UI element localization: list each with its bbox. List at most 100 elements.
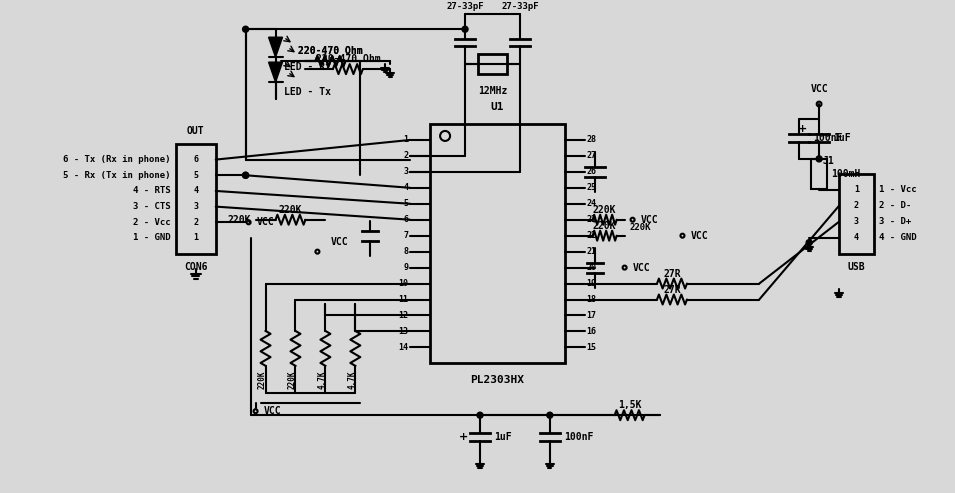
Text: +: + bbox=[797, 124, 807, 134]
Text: 12: 12 bbox=[398, 311, 408, 320]
Text: 28: 28 bbox=[586, 136, 597, 144]
Text: 220K: 220K bbox=[593, 221, 616, 231]
Text: 3: 3 bbox=[193, 202, 199, 211]
Text: +: + bbox=[458, 432, 468, 442]
Text: 2: 2 bbox=[403, 151, 408, 160]
Text: 1: 1 bbox=[403, 136, 408, 144]
Text: 220K: 220K bbox=[258, 371, 267, 389]
Text: 6: 6 bbox=[193, 155, 199, 164]
Text: 220-470 Ohm: 220-470 Ohm bbox=[298, 46, 363, 56]
Circle shape bbox=[462, 26, 468, 32]
Text: 16: 16 bbox=[586, 327, 597, 336]
Text: 18: 18 bbox=[586, 295, 597, 304]
Text: 20: 20 bbox=[586, 263, 597, 272]
Text: 8: 8 bbox=[403, 247, 408, 256]
Text: 100nF: 100nF bbox=[563, 432, 593, 442]
Text: 19: 19 bbox=[586, 279, 597, 288]
Text: 27R: 27R bbox=[663, 269, 681, 279]
Text: 2 - D-: 2 - D- bbox=[879, 201, 911, 210]
Text: 220K: 220K bbox=[593, 205, 616, 215]
Text: VCC: VCC bbox=[690, 231, 708, 241]
Text: 21: 21 bbox=[586, 247, 597, 256]
Text: 25: 25 bbox=[586, 183, 597, 192]
Text: 100nF: 100nF bbox=[813, 133, 842, 143]
Polygon shape bbox=[268, 37, 283, 57]
Circle shape bbox=[243, 26, 248, 32]
Text: 27R: 27R bbox=[663, 284, 681, 294]
Text: 1uF: 1uF bbox=[833, 133, 851, 143]
Circle shape bbox=[806, 240, 812, 246]
Text: 26: 26 bbox=[586, 167, 597, 176]
Text: 3 - D+: 3 - D+ bbox=[879, 217, 911, 226]
Text: VCC: VCC bbox=[632, 263, 650, 273]
Bar bbox=[839, 174, 874, 253]
Text: 3 - CTS: 3 - CTS bbox=[133, 202, 171, 211]
Text: 5: 5 bbox=[193, 171, 199, 180]
Text: 24: 24 bbox=[586, 199, 597, 208]
Text: VCC: VCC bbox=[257, 217, 274, 227]
Text: 22: 22 bbox=[586, 231, 597, 240]
Text: 27-33pF: 27-33pF bbox=[501, 2, 539, 11]
Text: 14: 14 bbox=[398, 343, 408, 352]
Circle shape bbox=[243, 172, 248, 178]
Circle shape bbox=[477, 412, 483, 418]
Text: 220K: 220K bbox=[288, 371, 297, 389]
Text: 1uF: 1uF bbox=[494, 432, 512, 442]
Text: 220-470 Ohm: 220-470 Ohm bbox=[298, 46, 363, 56]
Text: LED - Rx: LED - Rx bbox=[284, 62, 330, 72]
Text: 12MHz: 12MHz bbox=[478, 86, 507, 96]
Circle shape bbox=[243, 172, 248, 178]
Text: 4: 4 bbox=[193, 186, 199, 195]
Text: 1 - Vcc: 1 - Vcc bbox=[879, 185, 917, 194]
Text: 1: 1 bbox=[193, 234, 199, 243]
Text: 6 - Tx (Rx in phone): 6 - Tx (Rx in phone) bbox=[63, 155, 171, 164]
Text: VCC: VCC bbox=[264, 406, 281, 416]
Text: 7: 7 bbox=[403, 231, 408, 240]
Text: 6: 6 bbox=[403, 215, 408, 224]
Text: PL2303HX: PL2303HX bbox=[471, 375, 524, 386]
Text: VCC: VCC bbox=[810, 84, 828, 94]
Text: 1,5K: 1,5K bbox=[618, 400, 642, 410]
Text: 9: 9 bbox=[403, 263, 408, 272]
Text: 5 - Rx (Tx in phone): 5 - Rx (Tx in phone) bbox=[63, 171, 171, 180]
Text: 17: 17 bbox=[586, 311, 597, 320]
Text: 2: 2 bbox=[193, 218, 199, 227]
Text: U1: U1 bbox=[491, 102, 504, 112]
Text: 15: 15 bbox=[586, 343, 597, 352]
Text: 4 - GND: 4 - GND bbox=[879, 233, 917, 242]
Text: VCC: VCC bbox=[641, 215, 658, 225]
Text: 2: 2 bbox=[854, 201, 859, 210]
Text: 2 - Vcc: 2 - Vcc bbox=[133, 218, 171, 227]
Text: 4.7K: 4.7K bbox=[318, 371, 327, 389]
Text: 3: 3 bbox=[854, 217, 859, 226]
Text: OUT: OUT bbox=[187, 126, 204, 136]
Text: J1: J1 bbox=[822, 156, 834, 166]
Text: LED - Tx: LED - Tx bbox=[284, 87, 330, 97]
Polygon shape bbox=[268, 62, 283, 82]
Circle shape bbox=[817, 156, 822, 162]
Text: 3: 3 bbox=[403, 167, 408, 176]
Text: 27: 27 bbox=[586, 151, 597, 160]
Text: 100mH: 100mH bbox=[831, 169, 860, 179]
Text: 220K: 220K bbox=[227, 215, 250, 225]
Bar bbox=[430, 124, 564, 363]
Bar bbox=[478, 54, 507, 74]
Text: 220K: 220K bbox=[279, 205, 302, 215]
Text: 27-33pF: 27-33pF bbox=[446, 2, 484, 11]
Text: 220K: 220K bbox=[629, 223, 651, 232]
Text: 4: 4 bbox=[854, 233, 859, 242]
Text: 220-470 Ohm: 220-470 Ohm bbox=[315, 54, 380, 64]
Text: 4: 4 bbox=[403, 183, 408, 192]
Circle shape bbox=[547, 412, 553, 418]
Text: 5: 5 bbox=[403, 199, 408, 208]
Text: 13: 13 bbox=[398, 327, 408, 336]
Bar bbox=[811, 159, 827, 189]
Text: VCC: VCC bbox=[330, 237, 348, 246]
Text: 23: 23 bbox=[586, 215, 597, 224]
Text: 1 - GND: 1 - GND bbox=[133, 234, 171, 243]
Text: 1: 1 bbox=[854, 185, 859, 194]
Text: USB: USB bbox=[848, 262, 865, 272]
Text: 11: 11 bbox=[398, 295, 408, 304]
Text: 4.7K: 4.7K bbox=[348, 371, 357, 389]
Text: 10: 10 bbox=[398, 279, 408, 288]
